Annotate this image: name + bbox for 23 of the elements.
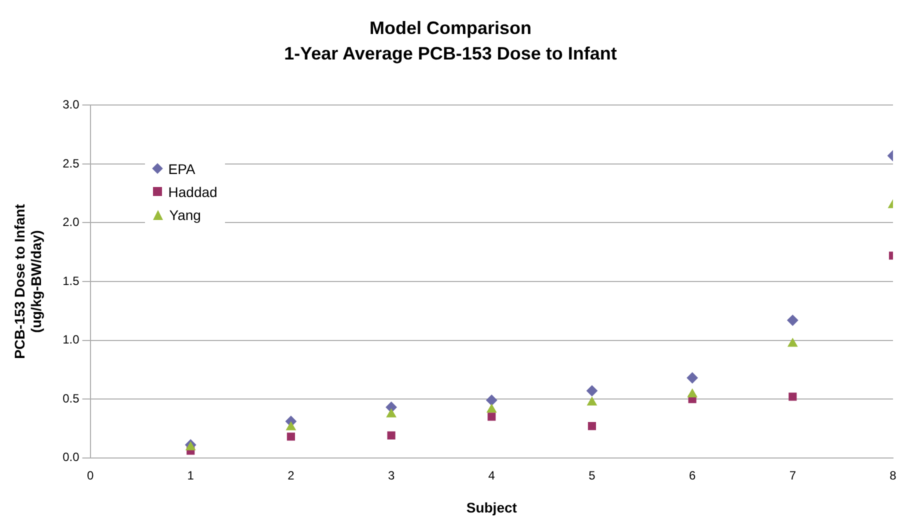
- x-tick-label: 8: [890, 468, 897, 482]
- y-tick-label: 0.5: [62, 391, 80, 406]
- x-tick-label: 0: [86, 468, 94, 482]
- x-tick-label: 7: [789, 468, 796, 482]
- legend-label: EPA: [168, 160, 196, 177]
- x-tick-label: 1: [187, 468, 194, 482]
- y-tick-label: 1.0: [62, 332, 80, 347]
- x-tick-label: 3: [388, 468, 395, 482]
- x-axis-title: Subject: [466, 499, 518, 516]
- legend-label: Haddad: [168, 184, 218, 200]
- y-axis-title: PCB-153 Dose to Infant (ug/kg-BW/day): [11, 204, 44, 359]
- x-tick-label: 6: [688, 468, 696, 482]
- y-tick-label: 0.0: [62, 450, 80, 464]
- x-tick-label: 4: [488, 468, 496, 482]
- x-tick-label: 2: [288, 468, 295, 482]
- y-tick-label: 2.0: [62, 215, 80, 230]
- y-tick-label: 1.5: [62, 274, 80, 288]
- legend-label: Yang: [169, 206, 201, 223]
- chart-title: Model Comparison: [369, 18, 532, 38]
- y-tick-label: 3.0: [62, 98, 80, 112]
- y-tick-label: 2.5: [62, 156, 80, 170]
- chart-subtitle: 1-Year Average PCB-153 Dose to Infant: [284, 43, 617, 64]
- x-tick-label: 5: [588, 468, 596, 482]
